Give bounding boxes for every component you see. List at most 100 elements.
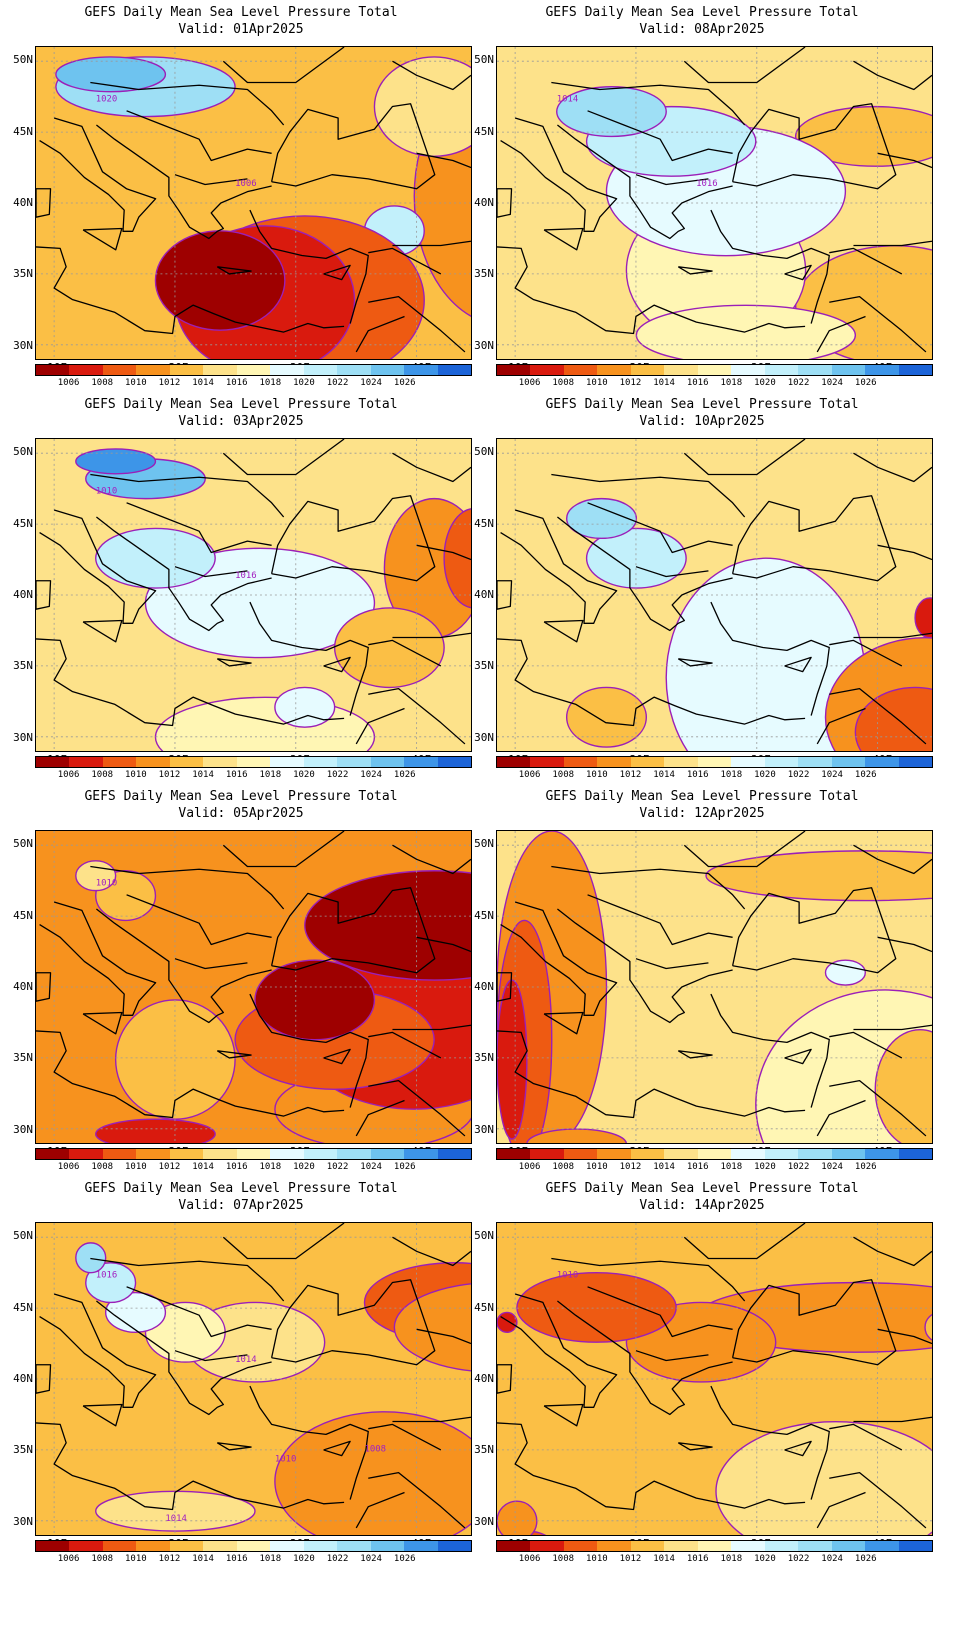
contour-label: 1016 [235, 571, 257, 581]
colorbar-label: 1012 [619, 770, 642, 780]
colorbar-swatch [437, 365, 472, 375]
colorbar-label: 1008 [552, 1554, 575, 1564]
colorbar-swatch [898, 757, 933, 767]
contour-label: 1010 [275, 1454, 297, 1464]
colorbar [35, 364, 472, 376]
colorbar-swatch [136, 1149, 170, 1159]
panel-title: GEFS Daily Mean Sea Level Pressure Total [84, 397, 398, 412]
colorbar-label: 1026 [393, 1162, 416, 1172]
colorbar-swatch [437, 1541, 472, 1551]
colorbar-label: 1024 [821, 770, 843, 780]
lat-tick-label: 40N [13, 196, 33, 209]
colorbar-swatch [697, 365, 732, 375]
panel-valid-date: Valid: 03Apr2025 [178, 414, 304, 429]
colorbar-label: 1018 [720, 770, 743, 780]
colorbar-swatch [370, 757, 405, 767]
lat-tick-label: 35N [474, 1443, 494, 1457]
colorbar-swatch [798, 757, 832, 767]
lat-tick-label: 40N [474, 980, 494, 993]
colorbar-label: 1020 [293, 770, 315, 780]
colorbar-swatch [169, 1149, 204, 1159]
colorbar-swatch [337, 1149, 371, 1159]
pressure-map [496, 830, 933, 1144]
pressure-map: 1010 1016 [35, 438, 472, 752]
colorbar-label: 1012 [158, 378, 181, 388]
colorbar-swatch [69, 757, 103, 767]
colorbar-label: 1014 [192, 770, 214, 780]
colorbar-label: 1026 [393, 1554, 416, 1564]
lat-tick-label: 50N [474, 837, 494, 851]
colorbar-swatch [203, 1541, 237, 1551]
colorbar-swatch [764, 1149, 799, 1159]
colorbar-label: 1020 [754, 1554, 776, 1564]
colorbar-swatch [102, 365, 137, 375]
colorbar-label: 1016 [686, 378, 709, 388]
colorbar-label: 1026 [854, 378, 877, 388]
panel-valid-date: Valid: 05Apr2025 [178, 806, 304, 821]
colorbar-swatch [865, 1149, 899, 1159]
lat-tick-label: 35N [474, 1051, 494, 1065]
lat-tick-label: 40N [474, 588, 494, 601]
lat-tick-label: 40N [474, 1372, 494, 1385]
colorbar-swatch [169, 365, 204, 375]
colorbar-swatch [497, 757, 531, 767]
colorbar-swatch [102, 757, 137, 767]
lat-tick-label: 50N [474, 1229, 494, 1243]
colorbar-label: 1014 [653, 1554, 675, 1564]
colorbar-swatch [404, 365, 438, 375]
colorbar-swatch [497, 1541, 531, 1551]
colorbar-swatch [865, 1541, 899, 1551]
colorbar-swatch [236, 1149, 271, 1159]
colorbar-swatch [303, 365, 338, 375]
colorbar-label: 1024 [821, 1554, 843, 1564]
colorbar-label: 1026 [854, 1554, 877, 1564]
colorbar-label: 1006 [518, 378, 541, 388]
colorbar-swatch [136, 365, 170, 375]
colorbar-label: 1010 [586, 378, 608, 388]
colorbar-label: 1016 [225, 770, 248, 780]
colorbar-swatch [370, 1541, 405, 1551]
colorbar-label: 1012 [158, 1554, 181, 1564]
lat-tick-label: 45N [474, 908, 494, 922]
colorbar-label: 1008 [91, 1162, 114, 1172]
colorbar-swatch [337, 757, 371, 767]
colorbar-swatch [664, 757, 698, 767]
colorbar-label: 1006 [57, 770, 80, 780]
contour-label: 1008 [364, 1445, 386, 1455]
colorbar-label: 1024 [360, 1162, 382, 1172]
pressure-map: 1014 1016 [496, 46, 933, 360]
colorbar-label: 1012 [158, 1162, 181, 1172]
lat-tick-label: 50N [13, 837, 33, 851]
colorbar-label: 1020 [754, 378, 776, 388]
colorbar-label: 1020 [754, 770, 776, 780]
colorbar-swatch [437, 757, 472, 767]
colorbar-swatch [303, 757, 338, 767]
lat-tick-label: 30N [13, 1122, 33, 1136]
colorbar-label: 1018 [720, 1554, 743, 1564]
colorbar-label: 1022 [787, 1162, 810, 1172]
panel-title: GEFS Daily Mean Sea Level Pressure Total [84, 1181, 398, 1196]
lat-tick-label: 30N [13, 1514, 33, 1528]
colorbar-swatch [270, 1149, 304, 1159]
colorbar-label: 1018 [259, 378, 282, 388]
lat-tick-label: 35N [474, 659, 494, 673]
contour-label: 1016 [696, 179, 718, 189]
colorbar-swatch [831, 365, 866, 375]
colorbar-label: 1024 [821, 1162, 843, 1172]
map-panel: GEFS Daily Mean Sea Level Pressure Total… [0, 392, 482, 802]
lat-tick-label: 35N [13, 1051, 33, 1065]
pressure-map: 1010 [35, 830, 472, 1144]
colorbar-swatch [102, 1149, 137, 1159]
panel-title: GEFS Daily Mean Sea Level Pressure Total [545, 397, 859, 412]
colorbar-swatch [563, 757, 598, 767]
panel-title: GEFS Daily Mean Sea Level Pressure Total [545, 1181, 859, 1196]
colorbar-label: 1014 [653, 378, 675, 388]
colorbar-swatch [764, 1541, 799, 1551]
colorbar-label: 1024 [360, 1554, 382, 1564]
contour-label: 1016 [96, 1271, 118, 1281]
colorbar [496, 756, 933, 768]
colorbar-label: 1018 [259, 1162, 282, 1172]
colorbar-swatch [530, 1149, 564, 1159]
panel-valid-date: Valid: 10Apr2025 [639, 414, 765, 429]
contour-label: 1020 [96, 95, 118, 105]
